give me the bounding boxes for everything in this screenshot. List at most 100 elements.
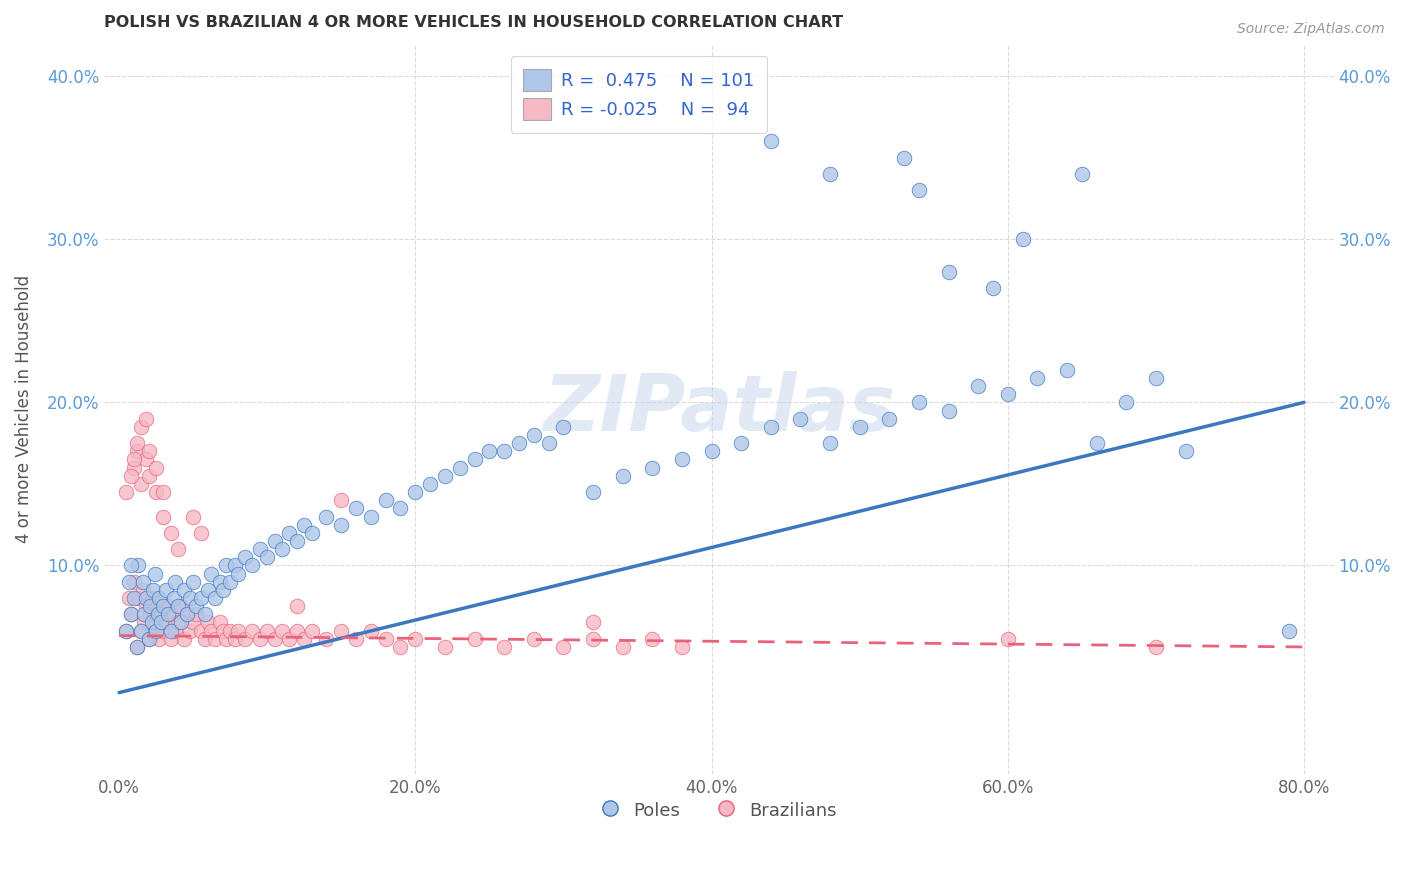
Point bbox=[120, 607, 142, 622]
Point bbox=[179, 591, 201, 605]
Point bbox=[127, 558, 149, 573]
Point bbox=[200, 566, 222, 581]
Point bbox=[125, 640, 148, 654]
Point bbox=[208, 574, 231, 589]
Point bbox=[523, 632, 546, 646]
Point bbox=[582, 632, 605, 646]
Point bbox=[145, 485, 167, 500]
Text: ZIPatlas: ZIPatlas bbox=[543, 371, 896, 447]
Point bbox=[129, 420, 152, 434]
Point bbox=[389, 501, 412, 516]
Point bbox=[553, 420, 575, 434]
Point bbox=[139, 607, 162, 622]
Point bbox=[156, 599, 179, 614]
Point bbox=[132, 574, 155, 589]
Point bbox=[256, 550, 278, 565]
Point bbox=[167, 615, 190, 630]
Point bbox=[149, 615, 172, 630]
Point bbox=[1056, 363, 1078, 377]
Point bbox=[160, 624, 183, 638]
Point bbox=[142, 591, 165, 605]
Point bbox=[233, 550, 256, 565]
Point bbox=[226, 624, 249, 638]
Point bbox=[152, 485, 174, 500]
Point bbox=[877, 411, 900, 425]
Point bbox=[181, 574, 204, 589]
Point bbox=[125, 640, 148, 654]
Point bbox=[122, 452, 145, 467]
Point bbox=[301, 525, 323, 540]
Point bbox=[179, 624, 201, 638]
Point bbox=[967, 379, 990, 393]
Point bbox=[146, 599, 169, 614]
Point bbox=[1278, 624, 1301, 638]
Point bbox=[138, 632, 160, 646]
Point bbox=[204, 591, 226, 605]
Point bbox=[582, 485, 605, 500]
Point bbox=[148, 632, 170, 646]
Point bbox=[938, 403, 960, 417]
Point bbox=[129, 624, 152, 638]
Point bbox=[330, 624, 353, 638]
Point bbox=[120, 558, 142, 573]
Point bbox=[285, 533, 308, 548]
Point bbox=[211, 624, 233, 638]
Point bbox=[360, 509, 382, 524]
Point bbox=[122, 591, 145, 605]
Point bbox=[523, 428, 546, 442]
Point bbox=[219, 624, 242, 638]
Point bbox=[138, 468, 160, 483]
Point bbox=[285, 624, 308, 638]
Point bbox=[464, 632, 486, 646]
Point bbox=[143, 607, 166, 622]
Point bbox=[1026, 371, 1049, 385]
Point bbox=[138, 632, 160, 646]
Point bbox=[553, 640, 575, 654]
Point bbox=[292, 632, 315, 646]
Point bbox=[997, 387, 1019, 401]
Point bbox=[122, 460, 145, 475]
Point bbox=[143, 566, 166, 581]
Legend: Poles, Brazilians: Poles, Brazilians bbox=[593, 793, 844, 827]
Point bbox=[789, 411, 811, 425]
Point bbox=[176, 607, 198, 622]
Point bbox=[122, 574, 145, 589]
Point bbox=[135, 599, 157, 614]
Point bbox=[152, 624, 174, 638]
Point bbox=[893, 151, 915, 165]
Point bbox=[115, 485, 138, 500]
Point bbox=[1011, 232, 1033, 246]
Point bbox=[344, 632, 367, 646]
Point bbox=[700, 444, 723, 458]
Point bbox=[155, 582, 177, 597]
Point bbox=[1115, 395, 1137, 409]
Point bbox=[120, 607, 142, 622]
Point bbox=[184, 599, 207, 614]
Text: POLISH VS BRAZILIAN 4 OR MORE VEHICLES IN HOUSEHOLD CORRELATION CHART: POLISH VS BRAZILIAN 4 OR MORE VEHICLES I… bbox=[104, 15, 844, 30]
Point bbox=[730, 436, 752, 450]
Point bbox=[184, 607, 207, 622]
Point bbox=[938, 265, 960, 279]
Point bbox=[582, 615, 605, 630]
Point bbox=[671, 452, 693, 467]
Point bbox=[249, 632, 271, 646]
Point bbox=[263, 632, 285, 646]
Point bbox=[1085, 436, 1108, 450]
Point bbox=[612, 640, 634, 654]
Point bbox=[315, 509, 337, 524]
Point bbox=[419, 476, 441, 491]
Point bbox=[170, 615, 193, 630]
Point bbox=[120, 468, 142, 483]
Point bbox=[240, 558, 263, 573]
Point bbox=[1174, 444, 1197, 458]
Point bbox=[145, 460, 167, 475]
Point bbox=[165, 624, 187, 638]
Point bbox=[641, 632, 664, 646]
Point bbox=[759, 420, 782, 434]
Point bbox=[908, 395, 931, 409]
Point bbox=[389, 640, 412, 654]
Point bbox=[152, 599, 174, 614]
Point bbox=[135, 591, 157, 605]
Point bbox=[271, 624, 294, 638]
Point bbox=[612, 468, 634, 483]
